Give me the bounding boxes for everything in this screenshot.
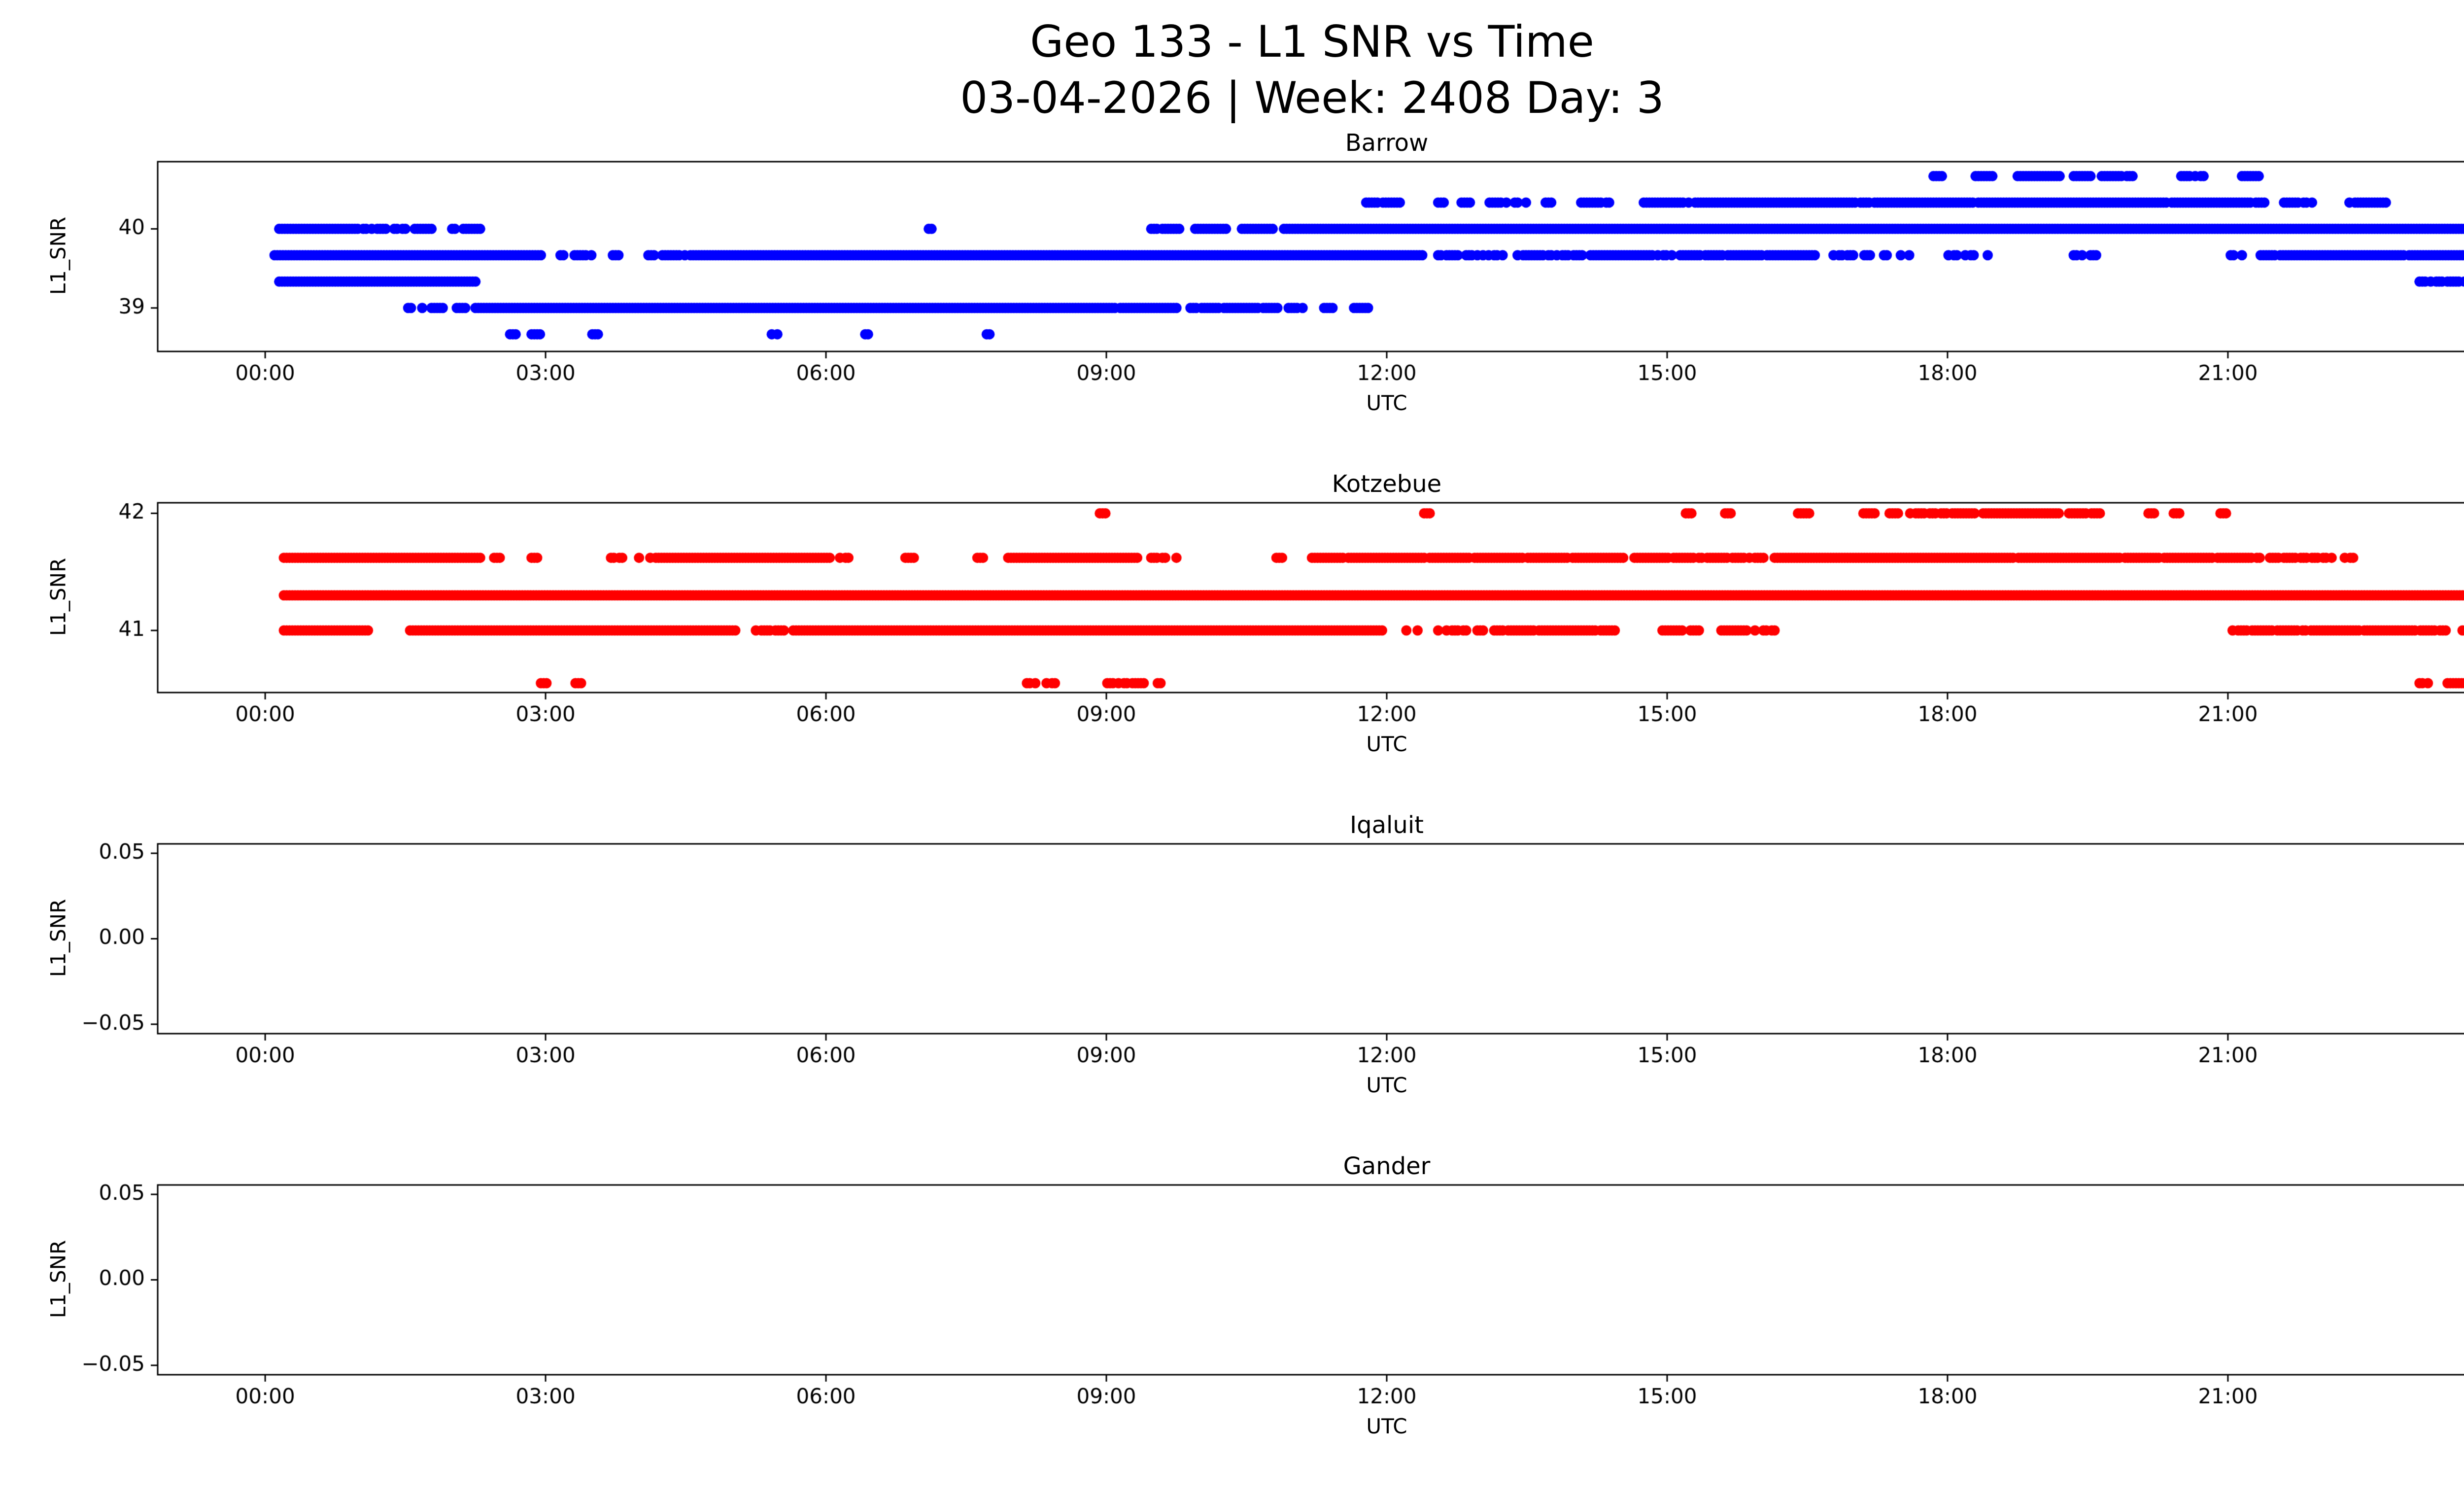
x-axis-label-gander: UTC bbox=[1366, 1414, 1407, 1438]
subplot-barrow: Barrow L1_SNR UTC bbox=[0, 127, 2464, 468]
scatter-canvas-barrow bbox=[0, 159, 2464, 391]
subplot-kotzebue: Kotzebue L1_SNR UTC bbox=[0, 468, 2464, 809]
subplot-title-iqaluit: Iqaluit bbox=[1350, 811, 1424, 839]
spacer bbox=[0, 418, 2464, 468]
x-axis-label-iqaluit: UTC bbox=[1366, 1073, 1407, 1097]
y-axis-label-barrow: L1_SNR bbox=[46, 216, 70, 295]
spacer bbox=[0, 760, 2464, 809]
subplot-title-barrow: Barrow bbox=[1345, 129, 1429, 157]
scatter-canvas-kotzebue bbox=[0, 500, 2464, 732]
subplot-gander: Gander L1_SNR UTC bbox=[0, 1150, 2464, 1442]
figure-title-line1: Geo 133 - L1 SNR vs Time bbox=[1030, 16, 1594, 67]
plot-area-barrow: L1_SNR bbox=[0, 159, 2464, 391]
plot-area-kotzebue: L1_SNR bbox=[0, 500, 2464, 732]
x-axis-label-barrow: UTC bbox=[1366, 390, 1407, 415]
figure-title: Geo 133 - L1 SNR vs Time 03-04-2026 | We… bbox=[0, 0, 2464, 127]
y-axis-label-iqaluit: L1_SNR bbox=[46, 899, 70, 977]
y-axis-label-gander: L1_SNR bbox=[46, 1240, 70, 1318]
figure-title-line2: 03-04-2026 | Week: 2408 Day: 3 bbox=[960, 72, 1664, 124]
x-axis-label-kotzebue: UTC bbox=[1366, 731, 1407, 756]
spacer bbox=[0, 1101, 2464, 1150]
plot-area-iqaluit: L1_SNR bbox=[0, 841, 2464, 1073]
y-axis-label-kotzebue: L1_SNR bbox=[46, 557, 70, 636]
subplot-title-gander: Gander bbox=[1343, 1152, 1431, 1180]
subplot-title-kotzebue: Kotzebue bbox=[1332, 470, 1442, 498]
scatter-canvas-iqaluit bbox=[0, 841, 2464, 1073]
subplot-iqaluit: Iqaluit L1_SNR UTC bbox=[0, 809, 2464, 1150]
plot-area-gander: L1_SNR bbox=[0, 1182, 2464, 1414]
scatter-canvas-gander bbox=[0, 1182, 2464, 1414]
